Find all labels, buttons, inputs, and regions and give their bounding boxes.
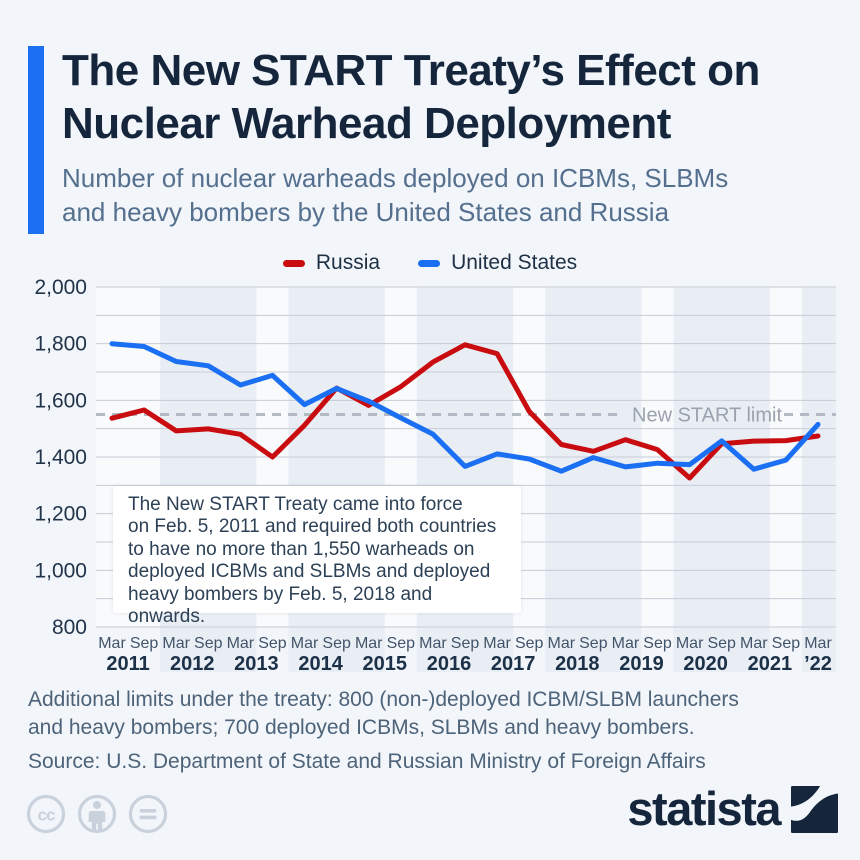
- x-month-label: Sep: [643, 635, 672, 652]
- y-tick-label: 1,000: [34, 559, 87, 582]
- y-tick-label: 1,400: [34, 446, 87, 469]
- subtitle-line-1: Number of nuclear warheads deployed on I…: [62, 163, 729, 193]
- page-title: The New START Treaty’s Effect on Nuclear…: [62, 44, 842, 150]
- x-month-label: Mar: [419, 635, 447, 652]
- x-month-label: Mar: [355, 635, 383, 652]
- license-icons: cc: [26, 794, 168, 834]
- legend-label-united-states: United States: [451, 251, 578, 274]
- y-tick-label: 1,800: [34, 333, 87, 356]
- x-year-label: 2021: [748, 653, 793, 675]
- x-month-label: Sep: [387, 635, 416, 652]
- x-month-label: Mar: [676, 635, 704, 652]
- cc-glyph: cc: [38, 806, 55, 825]
- x-month-label: Sep: [322, 635, 351, 652]
- legend-item-russia: Russia: [282, 251, 381, 275]
- x-month-label: Mar: [612, 635, 640, 652]
- additional-limits-line-1: Additional limits under the treaty: 800 …: [28, 688, 739, 711]
- x-year-label: 2011: [106, 653, 149, 675]
- chart-legend: Russia United States: [0, 251, 860, 275]
- equal-glyph: [139, 809, 157, 820]
- x-month-label: Sep: [579, 635, 608, 652]
- y-tick-label: 1,600: [34, 389, 87, 412]
- new-start-limit-label: New START limit: [632, 405, 782, 427]
- x-month-label: Mar: [291, 635, 319, 652]
- legend-label-russia: Russia: [315, 251, 381, 274]
- cc-icon: [26, 794, 66, 834]
- equal-icon: [128, 794, 168, 834]
- x-year-label: 2020: [683, 653, 728, 675]
- title-line-2: Nuclear Warhead Deployment: [62, 99, 671, 148]
- x-year-label: 2018: [555, 653, 600, 675]
- x-month-label: Mar: [227, 635, 255, 652]
- person-glyph: [88, 801, 106, 831]
- year-stripe: [801, 287, 836, 672]
- page-subtitle: Number of nuclear warheads deployed on I…: [62, 161, 842, 229]
- x-year-label: 2012: [170, 653, 215, 675]
- x-year-label: 2019: [619, 653, 664, 675]
- statista-wordmark: statista: [627, 782, 781, 835]
- russia-line: [109, 342, 821, 481]
- x-month-label: Sep: [130, 635, 159, 652]
- x-month-label: Mar: [740, 635, 768, 652]
- x-month-label: Sep: [194, 635, 223, 652]
- statista-brand: statista: [627, 784, 838, 834]
- russia-swatch: [282, 259, 305, 267]
- year-stripe: [288, 287, 385, 672]
- x-month-label: Sep: [258, 635, 287, 652]
- united-states-line: [109, 341, 821, 474]
- year-stripe: [545, 287, 642, 672]
- x-year-label: 2015: [363, 653, 408, 675]
- x-year-label: 2016: [427, 653, 472, 675]
- x-month-label: Mar: [804, 635, 832, 652]
- x-month-label: Sep: [707, 635, 736, 652]
- x-year-label: 2017: [491, 653, 536, 675]
- united-states-swatch: [418, 259, 441, 267]
- additional-limits-line-2: and heavy bombers; 700 deployed ICBMs, S…: [28, 716, 695, 739]
- x-month-label: Mar: [547, 635, 575, 652]
- x-month-label: Mar: [483, 635, 511, 652]
- treaty-annotation: The New START Treaty came into force on …: [113, 486, 521, 627]
- x-month-label: Mar: [98, 635, 126, 652]
- x-month-label: Sep: [451, 635, 480, 652]
- x-year-label: 2014: [298, 653, 343, 675]
- x-year-label: ’22: [804, 653, 832, 675]
- x-year-label: 2013: [234, 653, 279, 675]
- statista-logo-icon: [791, 785, 838, 833]
- subtitle-line-2: and heavy bombers by the United States a…: [62, 197, 670, 227]
- source-note: Source: U.S. Department of State and Rus…: [28, 750, 706, 773]
- y-tick-label: 800: [52, 616, 87, 639]
- accent-bar: [28, 46, 44, 234]
- x-month-label: Sep: [772, 635, 801, 652]
- y-tick-label: 2,000: [34, 276, 87, 299]
- attribution-icon: [77, 794, 117, 834]
- legend-item-united-states: United States: [418, 251, 577, 275]
- x-month-label: Mar: [162, 635, 190, 652]
- x-month-label: Sep: [515, 635, 544, 652]
- y-tick-label: 1,200: [34, 503, 87, 526]
- footer-notes: Additional limits under the treaty: 800 …: [28, 686, 848, 776]
- title-line-1: The New START Treaty’s Effect on: [62, 46, 760, 95]
